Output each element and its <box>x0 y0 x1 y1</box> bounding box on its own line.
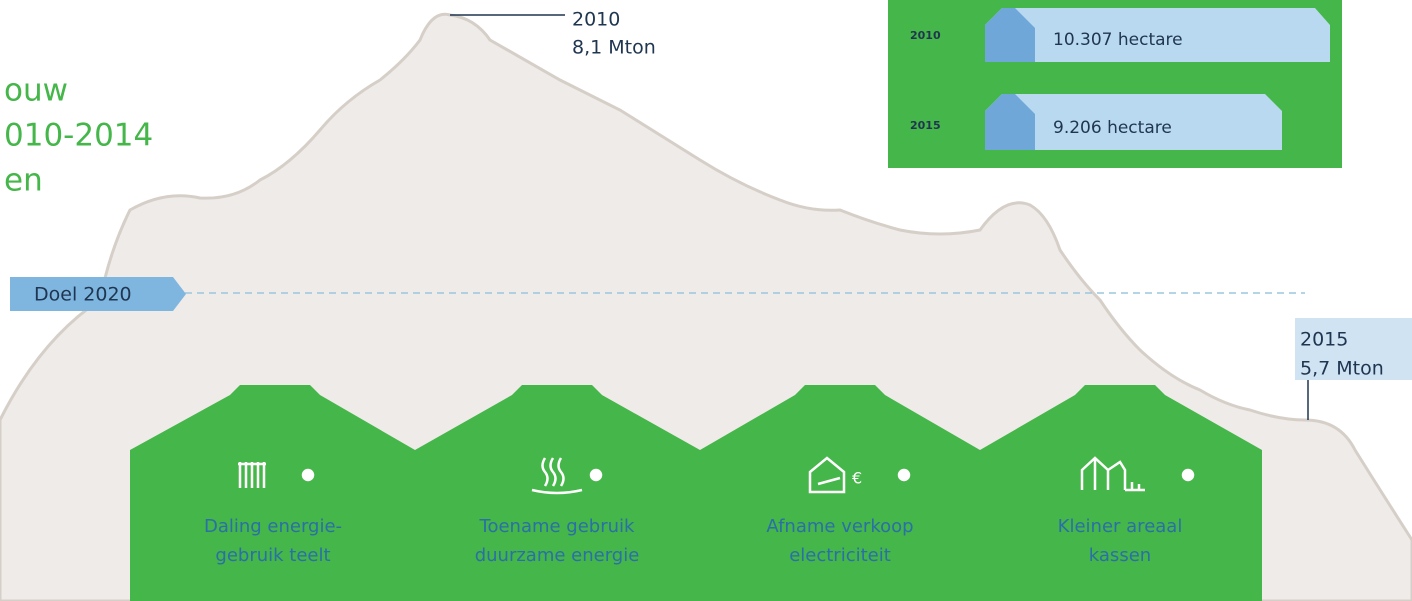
factor-line: kassen <box>1089 545 1151 566</box>
title-line: ouw <box>4 73 68 109</box>
area-year: 2015 <box>910 119 941 132</box>
end-year: 2015 <box>1300 329 1348 351</box>
end-value: 5,7 Mton <box>1300 358 1384 380</box>
factor-line: Toename gebruik <box>479 516 636 537</box>
area-label: 9.206 hectare <box>1053 118 1172 138</box>
infographic: ouw 010-2014 en 2010 8,1 Mton Doel 2020 … <box>0 0 1412 601</box>
target-label: Doel 2020 <box>34 284 132 306</box>
factor-line: Afname verkoop <box>766 516 913 537</box>
factor-line: duurzame energie <box>475 545 640 566</box>
factor-line: Kleiner areaal <box>1058 516 1183 537</box>
factor-line: gebruik teelt <box>215 545 330 566</box>
peak-value: 8,1 Mton <box>572 37 656 59</box>
peak-year: 2010 <box>572 9 620 31</box>
factor-line: electriciteit <box>789 545 891 566</box>
area-label: 10.307 hectare <box>1053 30 1183 50</box>
area-year: 2010 <box>910 29 941 42</box>
title-line: 010-2014 <box>4 118 153 154</box>
title-line: en <box>4 163 43 199</box>
euro-icon: € <box>852 469 862 488</box>
factor-line: Daling energie- <box>204 516 342 537</box>
